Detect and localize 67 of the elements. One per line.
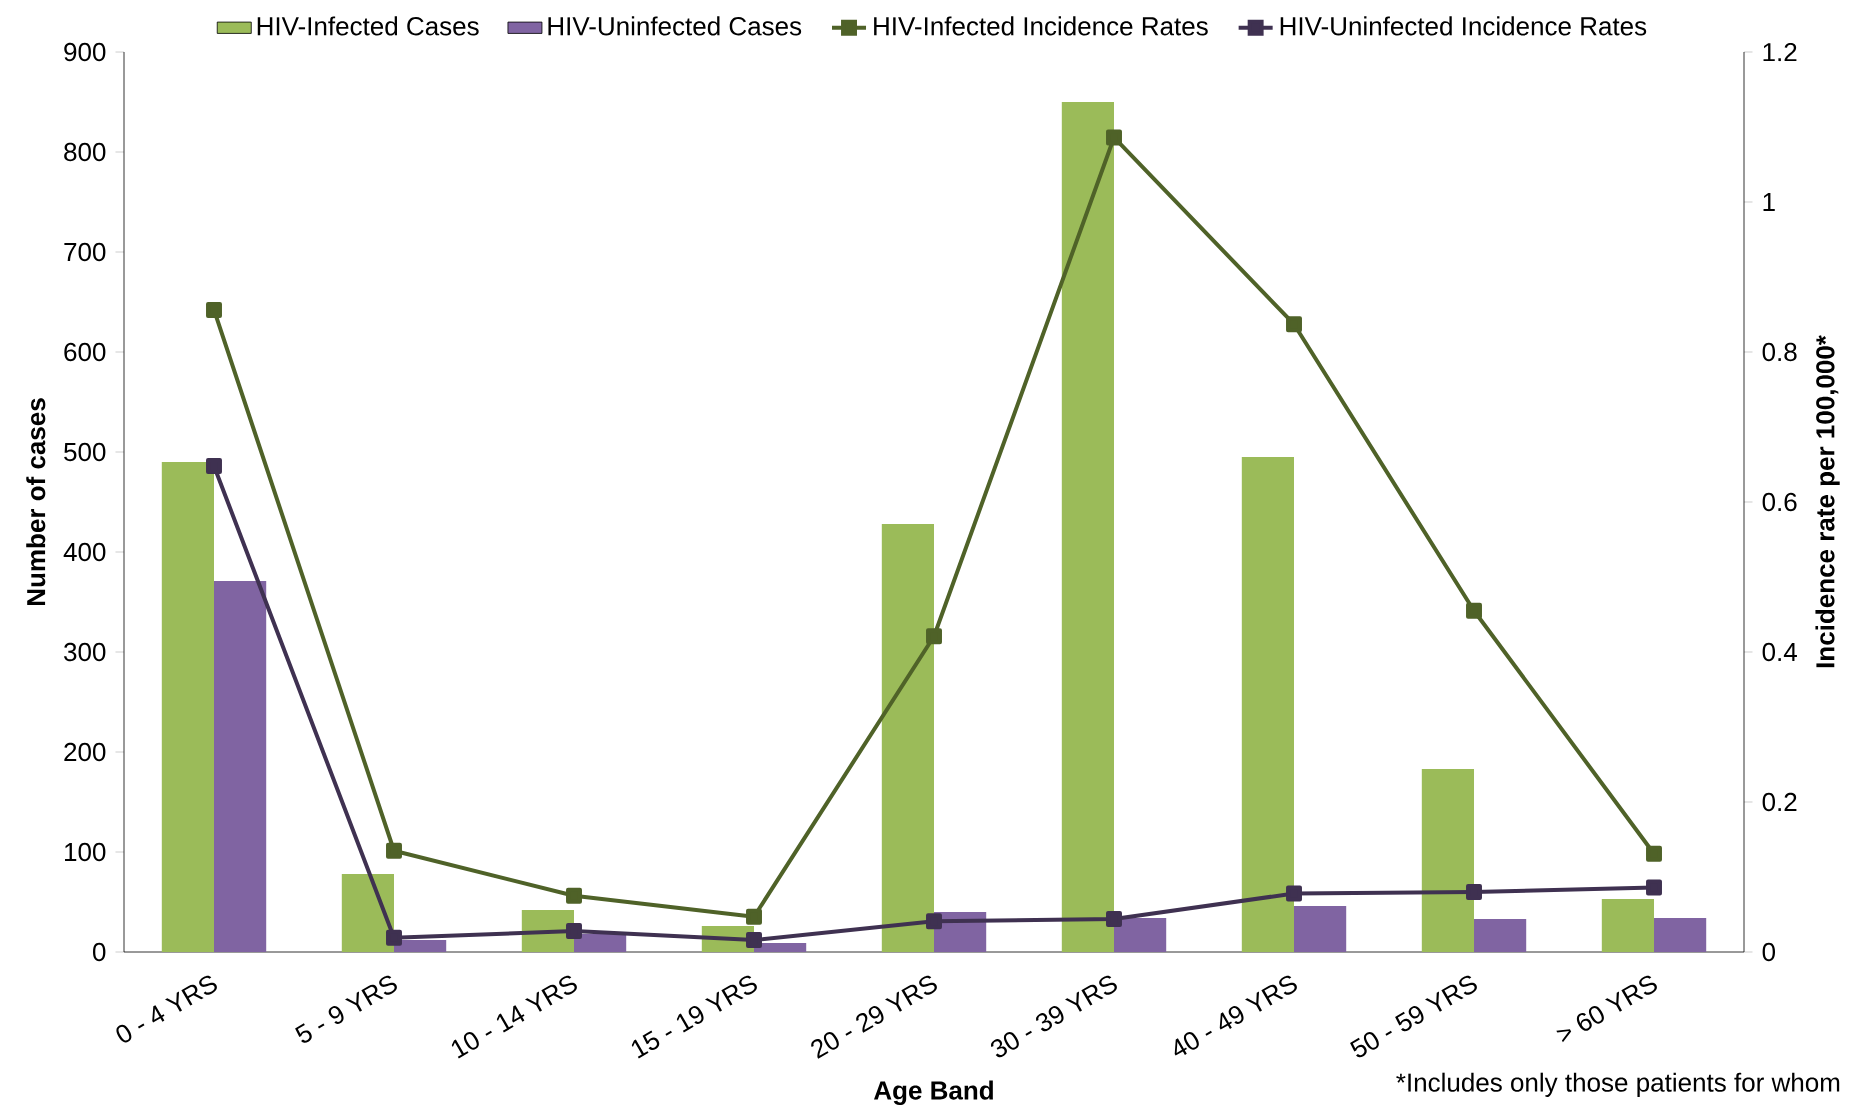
point xyxy=(1286,885,1302,902)
y2-tick-label: 1.2 xyxy=(1763,42,1797,62)
y-tick-label: 300 xyxy=(64,642,106,662)
point xyxy=(1106,129,1122,146)
x-tick-label: 10 - 14 YRS xyxy=(451,975,577,1059)
y-tick-label: 500 xyxy=(64,442,106,462)
point xyxy=(926,628,942,645)
x-tick-label: 5 - 9 YRS xyxy=(295,975,397,1043)
bar xyxy=(1421,769,1475,952)
bar xyxy=(394,940,447,952)
y-tick-label: 400 xyxy=(63,542,106,562)
bar xyxy=(754,943,807,952)
point xyxy=(566,887,582,904)
point xyxy=(566,923,582,939)
point xyxy=(1286,316,1302,333)
bar xyxy=(1654,918,1707,952)
bar xyxy=(161,462,214,952)
x-tick-label: > 60 YRS xyxy=(1556,975,1657,1043)
y-tick-label: 900 xyxy=(64,42,106,62)
y2-tick-label: 0.4 xyxy=(1762,642,1797,662)
y2-tick-label: 1 xyxy=(1763,193,1775,211)
y2-axis-title: Incidence rate per 100,000* xyxy=(1815,335,1840,668)
y-axis-title: Number of cases xyxy=(26,398,46,606)
bar xyxy=(1241,457,1294,952)
text: *Includes only those patients for whom xyxy=(1396,1072,1840,1097)
bar xyxy=(1474,919,1527,952)
y-tick-label: 200 xyxy=(64,742,106,762)
bar xyxy=(881,524,934,952)
bar xyxy=(1061,102,1114,952)
x-tick-label: 20 - 29 YRS xyxy=(811,975,937,1059)
x-tick-label: 40 - 49 YRS xyxy=(1174,975,1297,1056)
x-tick-label: 30 - 39 YRS xyxy=(991,975,1117,1058)
point xyxy=(746,932,762,948)
legend-label: HIV-Infected Cases xyxy=(257,16,479,36)
legend-label: HIV-Infected Incidence Rates xyxy=(874,16,1208,36)
point xyxy=(1646,879,1662,896)
legend-label: HIV-Uninfected Incidence Rates xyxy=(1280,16,1647,36)
point xyxy=(1466,602,1482,619)
point xyxy=(206,302,222,318)
bar xyxy=(1601,899,1655,952)
legend-label: HIV-Uninfected Cases xyxy=(548,16,802,36)
y-tick-label: 0 xyxy=(93,942,106,962)
point xyxy=(746,908,762,925)
bar xyxy=(1294,906,1347,952)
point xyxy=(386,842,402,859)
y-tick-label: 700 xyxy=(64,242,106,262)
x-axis-title: Age Band xyxy=(873,1080,993,1105)
bar xyxy=(341,874,394,952)
point xyxy=(926,913,942,930)
y2-tick-label: 0.6 xyxy=(1762,492,1797,512)
bar xyxy=(574,934,627,952)
y-tick-label: 600 xyxy=(64,342,106,362)
x-tick-label: 15 - 19 YRS xyxy=(631,975,757,1059)
x-tick-label: 0 - 4 YRS xyxy=(116,975,217,1043)
y2-tick-label: 0.8 xyxy=(1762,342,1797,362)
y2-tick-label: 0 xyxy=(1762,942,1776,962)
point xyxy=(1106,911,1122,927)
y-tick-label: 100 xyxy=(65,842,106,862)
y2-tick-label: 0.2 xyxy=(1762,792,1797,812)
point xyxy=(1646,845,1662,862)
point xyxy=(206,458,222,474)
point xyxy=(1466,884,1482,900)
bar xyxy=(1114,918,1167,952)
point xyxy=(386,929,402,946)
y-tick-label: 800 xyxy=(64,142,106,162)
bar xyxy=(214,581,267,952)
x-tick-label: 50 - 59 YRS xyxy=(1350,975,1477,1058)
